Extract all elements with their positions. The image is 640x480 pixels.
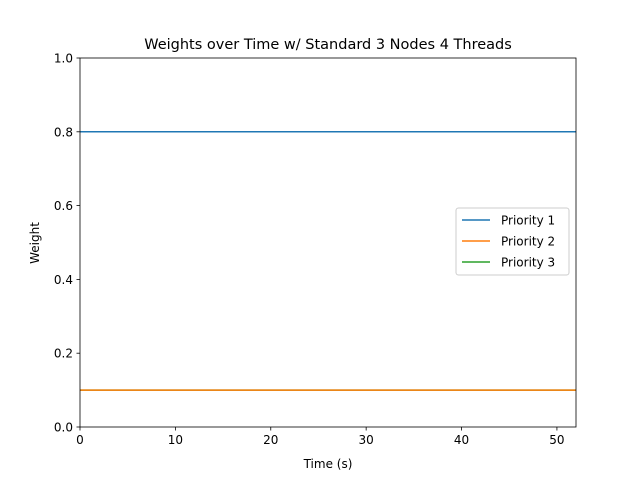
x-tick-label: 10 [168,433,183,447]
x-tick-label: 40 [454,433,469,447]
legend-box [455,207,570,276]
x-tick-label: 20 [263,433,278,447]
y-axis-title: Weight [28,222,42,264]
y-tick-label: 0.8 [54,125,73,139]
x-tick-label: 50 [549,433,564,447]
axes-frame [79,57,577,428]
y-tick-label: 0.6 [54,199,73,213]
legend: Priority 1 Priority 2 Priority 3 [455,207,570,276]
legend-label-priority-3: Priority 3 [501,256,555,270]
x-tick-label: 0 [76,433,84,447]
series-group [80,131,576,391]
x-tick-label: 30 [359,433,374,447]
y-tick-label: 0.0 [54,421,73,435]
chart-title: Weights over Time w/ Standard 3 Nodes 4 … [144,37,512,53]
plot-area: 0 10 20 30 40 50 0.0 0.2 0.4 0.6 0.8 1.0 [54,52,577,447]
legend-label-priority-1: Priority 1 [501,214,555,228]
legend-label-priority-2: Priority 2 [501,235,555,249]
y-tick-label: 1.0 [54,52,73,66]
y-tick-label: 0.4 [54,273,73,287]
y-tick-label: 0.2 [54,347,73,361]
x-axis-title: Time (s) [303,457,353,471]
